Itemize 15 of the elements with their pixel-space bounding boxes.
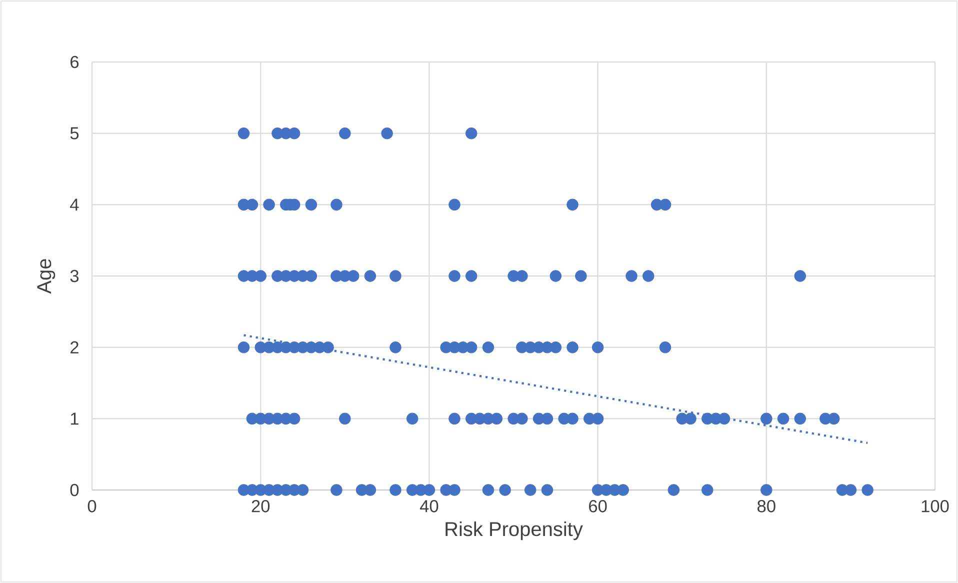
y-tick-label: 2 (70, 341, 78, 354)
x-tick-label: 60 (589, 500, 607, 512)
x-axis-title: Risk Propensity (446, 521, 583, 540)
x-tick-label: 100 (922, 500, 949, 512)
x-tick-label: 40 (420, 500, 438, 512)
y-tick-label: 6 (70, 56, 79, 68)
y-tick-label: 5 (70, 127, 79, 140)
y-axis-title: Age (37, 259, 56, 294)
x-tick-label: 80 (758, 500, 776, 512)
y-tick-label: 1 (70, 412, 78, 425)
x-tick-label: 0 (88, 500, 96, 512)
x-tick-label: 20 (252, 500, 270, 512)
y-tick-label: 0 (70, 484, 79, 496)
y-tick-label: 4 (70, 198, 79, 211)
y-tick-label: 3 (70, 270, 79, 282)
